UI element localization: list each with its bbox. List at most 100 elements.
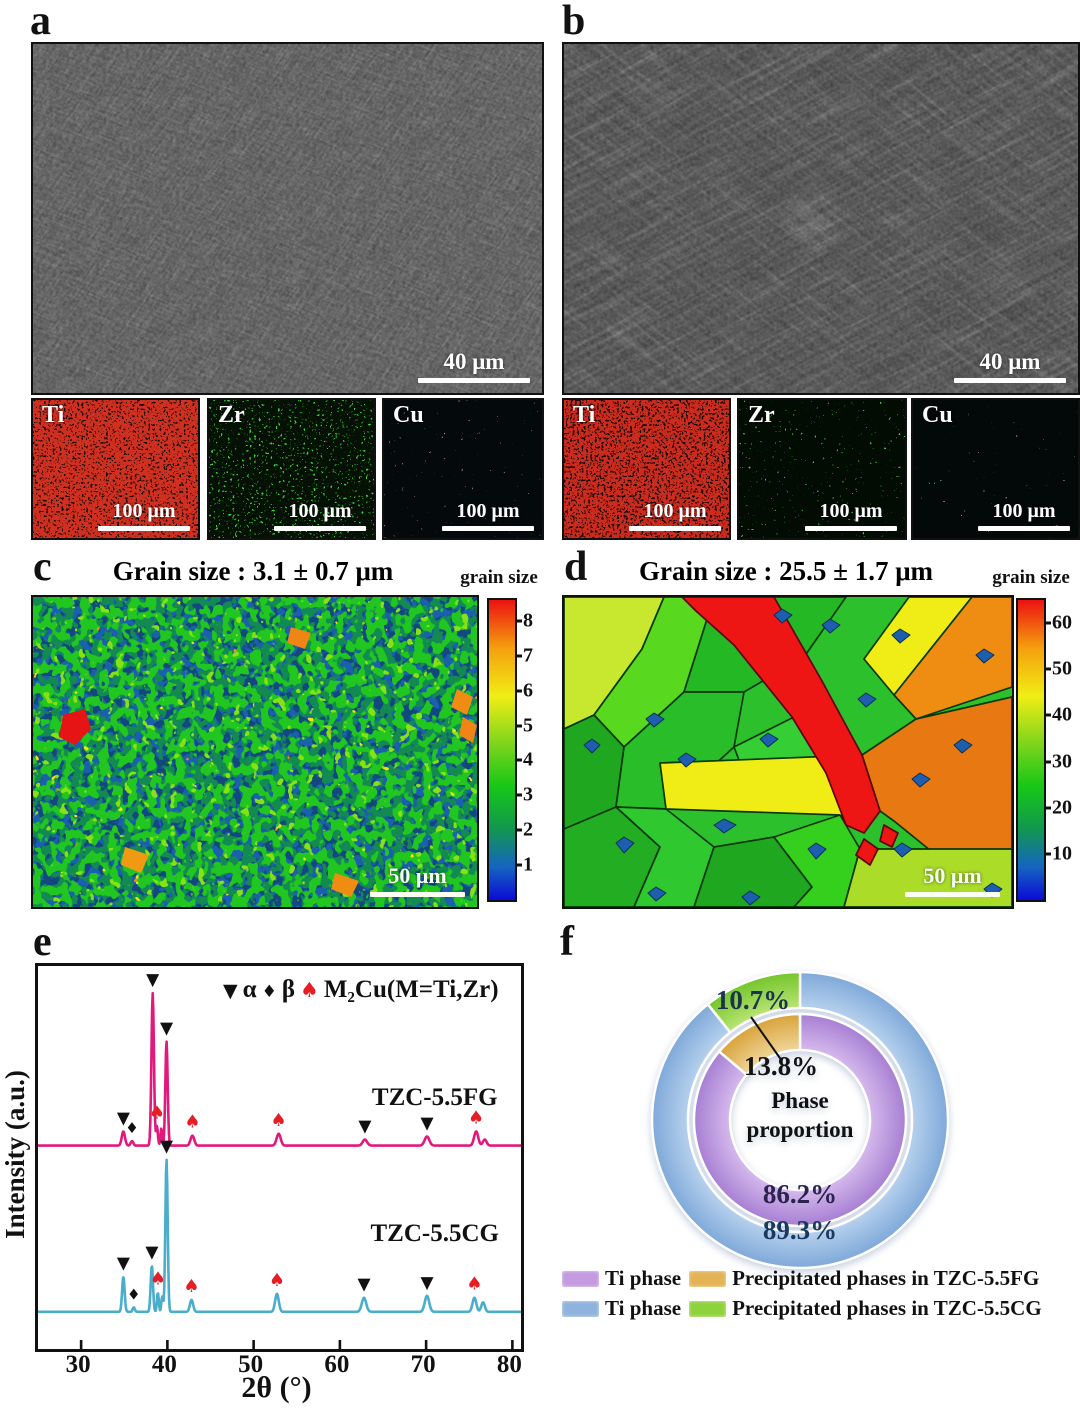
legend-marker-icon: ▼: [223, 980, 238, 1002]
eds-map-a-ti: Ti 100 μm: [31, 398, 200, 540]
xrd-curves: ▼♦▼♠▼♠ ♠ ▼ ▼ ♠▼♦▼♠▼♠ ♠ ▼ ▼ ♠: [37, 970, 522, 1349]
grain-size-title-c: Grain size : 3.1 ± 0.7 μm: [112, 556, 394, 586]
colorbar-tick: 3: [515, 784, 533, 807]
grain-size-title-d: Grain size : 25.5 ± 1.7 μm: [638, 556, 934, 586]
panel-label-d: d: [564, 544, 588, 590]
legend-label: M₂Cu(M=Ti,Zr): [323, 976, 499, 1003]
scale-bar-text: 40 μm: [443, 349, 505, 374]
colorbar-tick: 7: [515, 644, 533, 667]
panel-label-e: e: [33, 919, 52, 965]
scale-bar-line: [418, 378, 530, 383]
scale-bar: 100 μm: [978, 500, 1070, 531]
scale-bar-text: 100 μm: [643, 500, 707, 522]
scale-bar-line: [98, 526, 190, 531]
svg-text:86.2%: 86.2%: [763, 1179, 837, 1209]
scale-bar: 100 μm: [442, 500, 534, 531]
colorbar-tick: 1: [515, 854, 533, 877]
legend-item: Precipitated phases in TZC-5.5FG: [689, 1266, 1042, 1291]
panel-label-a: a: [30, 0, 51, 44]
xrd-plot: ▼ ♦ ▼ ♠ ▼ ♠ ♠ ▼ ▼ ♠ ▼ ♦ ▼ ♠ ▼ ♠ ♠ ▼ ▼ ♠ ▼ α ♦ β ♠ M₂Cu(M=Ti,Zr) …: [35, 963, 524, 1352]
eds-map-b-cu: Cu 100 μm: [911, 398, 1080, 540]
svg-text:▼: ▼: [160, 1019, 174, 1039]
ebsd-texture-c: [33, 597, 477, 907]
svg-text:13.8%: 13.8%: [744, 1051, 818, 1081]
eds-element-label: Zr: [218, 402, 245, 428]
scale-bar: 100 μm: [629, 500, 721, 531]
scale-bar-line: [629, 526, 721, 531]
ebsd-grains-d: [564, 597, 1012, 907]
svg-text:▼: ▼: [146, 970, 160, 990]
phase-proportion-donut: 10.7% 13.8% 86.2% 89.3% Phase proportion: [650, 970, 950, 1270]
colorbar-title-c: grain size: [460, 567, 538, 588]
svg-text:▼: ▼: [358, 1117, 372, 1137]
svg-text:10.7%: 10.7%: [716, 985, 790, 1015]
svg-text:♠: ♠: [150, 1269, 166, 1290]
scale-bar-text: 100 μm: [456, 500, 520, 522]
eds-map-a-cu: Cu 100 μm: [382, 398, 544, 540]
colorbar-tick: 6: [515, 679, 533, 702]
sem-texture-b: [564, 44, 1078, 393]
series-label: TZC-5.5FG: [371, 1084, 498, 1112]
svg-text:▼: ▼: [117, 1254, 131, 1274]
scale-bar-line: [905, 892, 1000, 897]
colorbar-tick: 20: [1044, 796, 1072, 819]
colorbar-tick: 50: [1044, 658, 1072, 681]
colorbar-c: 1 2 3 4 5 6 7 8: [487, 598, 533, 902]
colorbar-tick: 8: [515, 609, 533, 632]
svg-text:♠: ♠: [183, 1276, 199, 1297]
scale-bar: 100 μm: [98, 500, 190, 531]
eds-map-b-zr: Zr 100 μm: [737, 398, 907, 540]
svg-text:♠: ♠: [149, 1103, 165, 1124]
svg-text:♠: ♠: [269, 1270, 285, 1291]
legend-label: Ti phase: [605, 1296, 682, 1320]
colorbar-tick: 5: [515, 714, 533, 737]
series-label: TZC-5.5CG: [370, 1220, 499, 1248]
eds-element-label: Cu: [393, 402, 424, 428]
eds-element-label: Ti: [573, 402, 596, 428]
panel-label-c: c: [33, 544, 52, 590]
svg-text:89.3%: 89.3%: [763, 1215, 837, 1245]
scale-bar: 100 μm: [805, 500, 897, 531]
eds-element-label: Ti: [42, 402, 65, 428]
legend-item: Ti phase: [562, 1296, 681, 1321]
legend-swatch: [562, 1270, 599, 1287]
scale-bar-text: 100 μm: [992, 500, 1056, 522]
legend-label: Precipitated phases in TZC-5.5CG: [732, 1296, 1042, 1320]
eds-map-b-ti: Ti 100 μm: [562, 398, 731, 540]
xrd-y-axis-label: Intensity (a.u.): [0, 1070, 30, 1239]
scale-bar-line: [978, 526, 1070, 531]
svg-text:♠: ♠: [468, 1108, 484, 1129]
legend-item: Precipitated phases in TZC-5.5CG: [689, 1296, 1042, 1321]
legend-swatch: [689, 1270, 727, 1287]
legend-marker-icon: ♠: [300, 978, 319, 1002]
scale-bar-text: 100 μm: [112, 500, 176, 522]
x-tick-label: 50: [238, 1351, 264, 1378]
colorbar-d: 10 20 30 40 50 60: [1016, 598, 1072, 902]
svg-text:▼: ▼: [357, 1275, 371, 1295]
sem-micrograph-b: 40 μm: [562, 42, 1080, 395]
legend-label: Ti phase: [605, 1266, 682, 1290]
scale-bar-text: 50 μm: [388, 863, 447, 888]
svg-text:▼: ▼: [420, 1273, 434, 1293]
scale-bar-line: [954, 378, 1066, 383]
xrd-x-axis-label: 2θ (°): [241, 1371, 312, 1404]
svg-text:Phase: Phase: [771, 1088, 829, 1113]
x-tick-label: 60: [324, 1351, 350, 1378]
svg-text:♠: ♠: [271, 1110, 287, 1131]
eds-element-label: Cu: [922, 402, 953, 428]
sem-texture-a: [33, 44, 542, 393]
scale-bar: 50 μm: [370, 863, 465, 897]
legend-label: α: [242, 976, 257, 1003]
scale-bar-line: [370, 892, 465, 897]
sem-micrograph-a: 40 μm: [31, 42, 544, 395]
legend-marker-icon: ♦: [261, 982, 277, 1002]
colorbar-title-d: grain size: [992, 567, 1070, 588]
svg-text:proportion: proportion: [747, 1117, 854, 1142]
legend-swatch: [562, 1300, 599, 1317]
eds-map-a-zr: Zr 100 μm: [207, 398, 376, 540]
scale-bar-line: [805, 526, 897, 531]
svg-text:♠: ♠: [184, 1112, 200, 1133]
svg-text:▼: ▼: [160, 1136, 174, 1156]
scale-bar-text: 40 μm: [979, 349, 1041, 374]
colorbar-tick: 40: [1044, 704, 1072, 727]
